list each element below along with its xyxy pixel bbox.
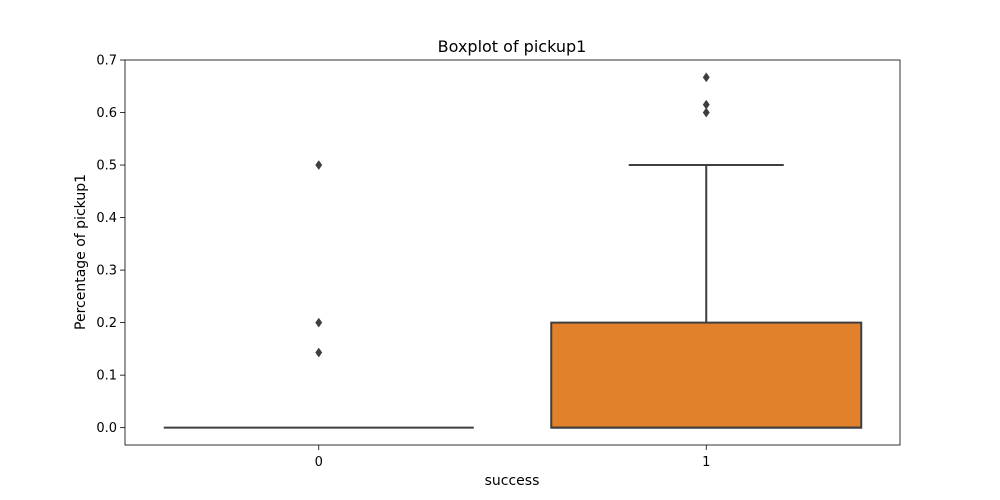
y-tick-label: 0.5: [96, 159, 117, 174]
outlier-point: [315, 347, 323, 358]
box-body: [550, 321, 863, 429]
plot-frame: [124, 59, 901, 446]
outlier-point: [315, 160, 323, 170]
outlier-point: [702, 107, 710, 118]
box-group-0: [163, 160, 474, 429]
y-tick-label: 0.6: [96, 106, 117, 121]
y-axis-label: Percentage of pickup1: [73, 174, 89, 330]
y-tick-label: 0.2: [96, 316, 117, 331]
x-tick-label: 1: [702, 455, 710, 470]
plot-area: [163, 72, 863, 429]
y-tick-label: 0.0: [96, 421, 117, 436]
y-tick-label: 0.3: [96, 264, 117, 279]
y-axis: 0.0 0.1 0.2 0.3 0.4 0.5 0.6 0.7: [96, 54, 125, 436]
y-tick-label: 0.4: [96, 211, 117, 226]
x-axis-label: success: [485, 473, 540, 489]
outlier-point: [315, 317, 323, 328]
box-group-1: [550, 72, 863, 429]
chart-title: Boxplot of pickup1: [438, 37, 587, 56]
y-tick-label: 0.1: [96, 369, 117, 384]
outlier-point: [702, 72, 710, 83]
y-tick-label: 0.7: [96, 54, 117, 69]
x-tick-label: 0: [315, 455, 323, 470]
